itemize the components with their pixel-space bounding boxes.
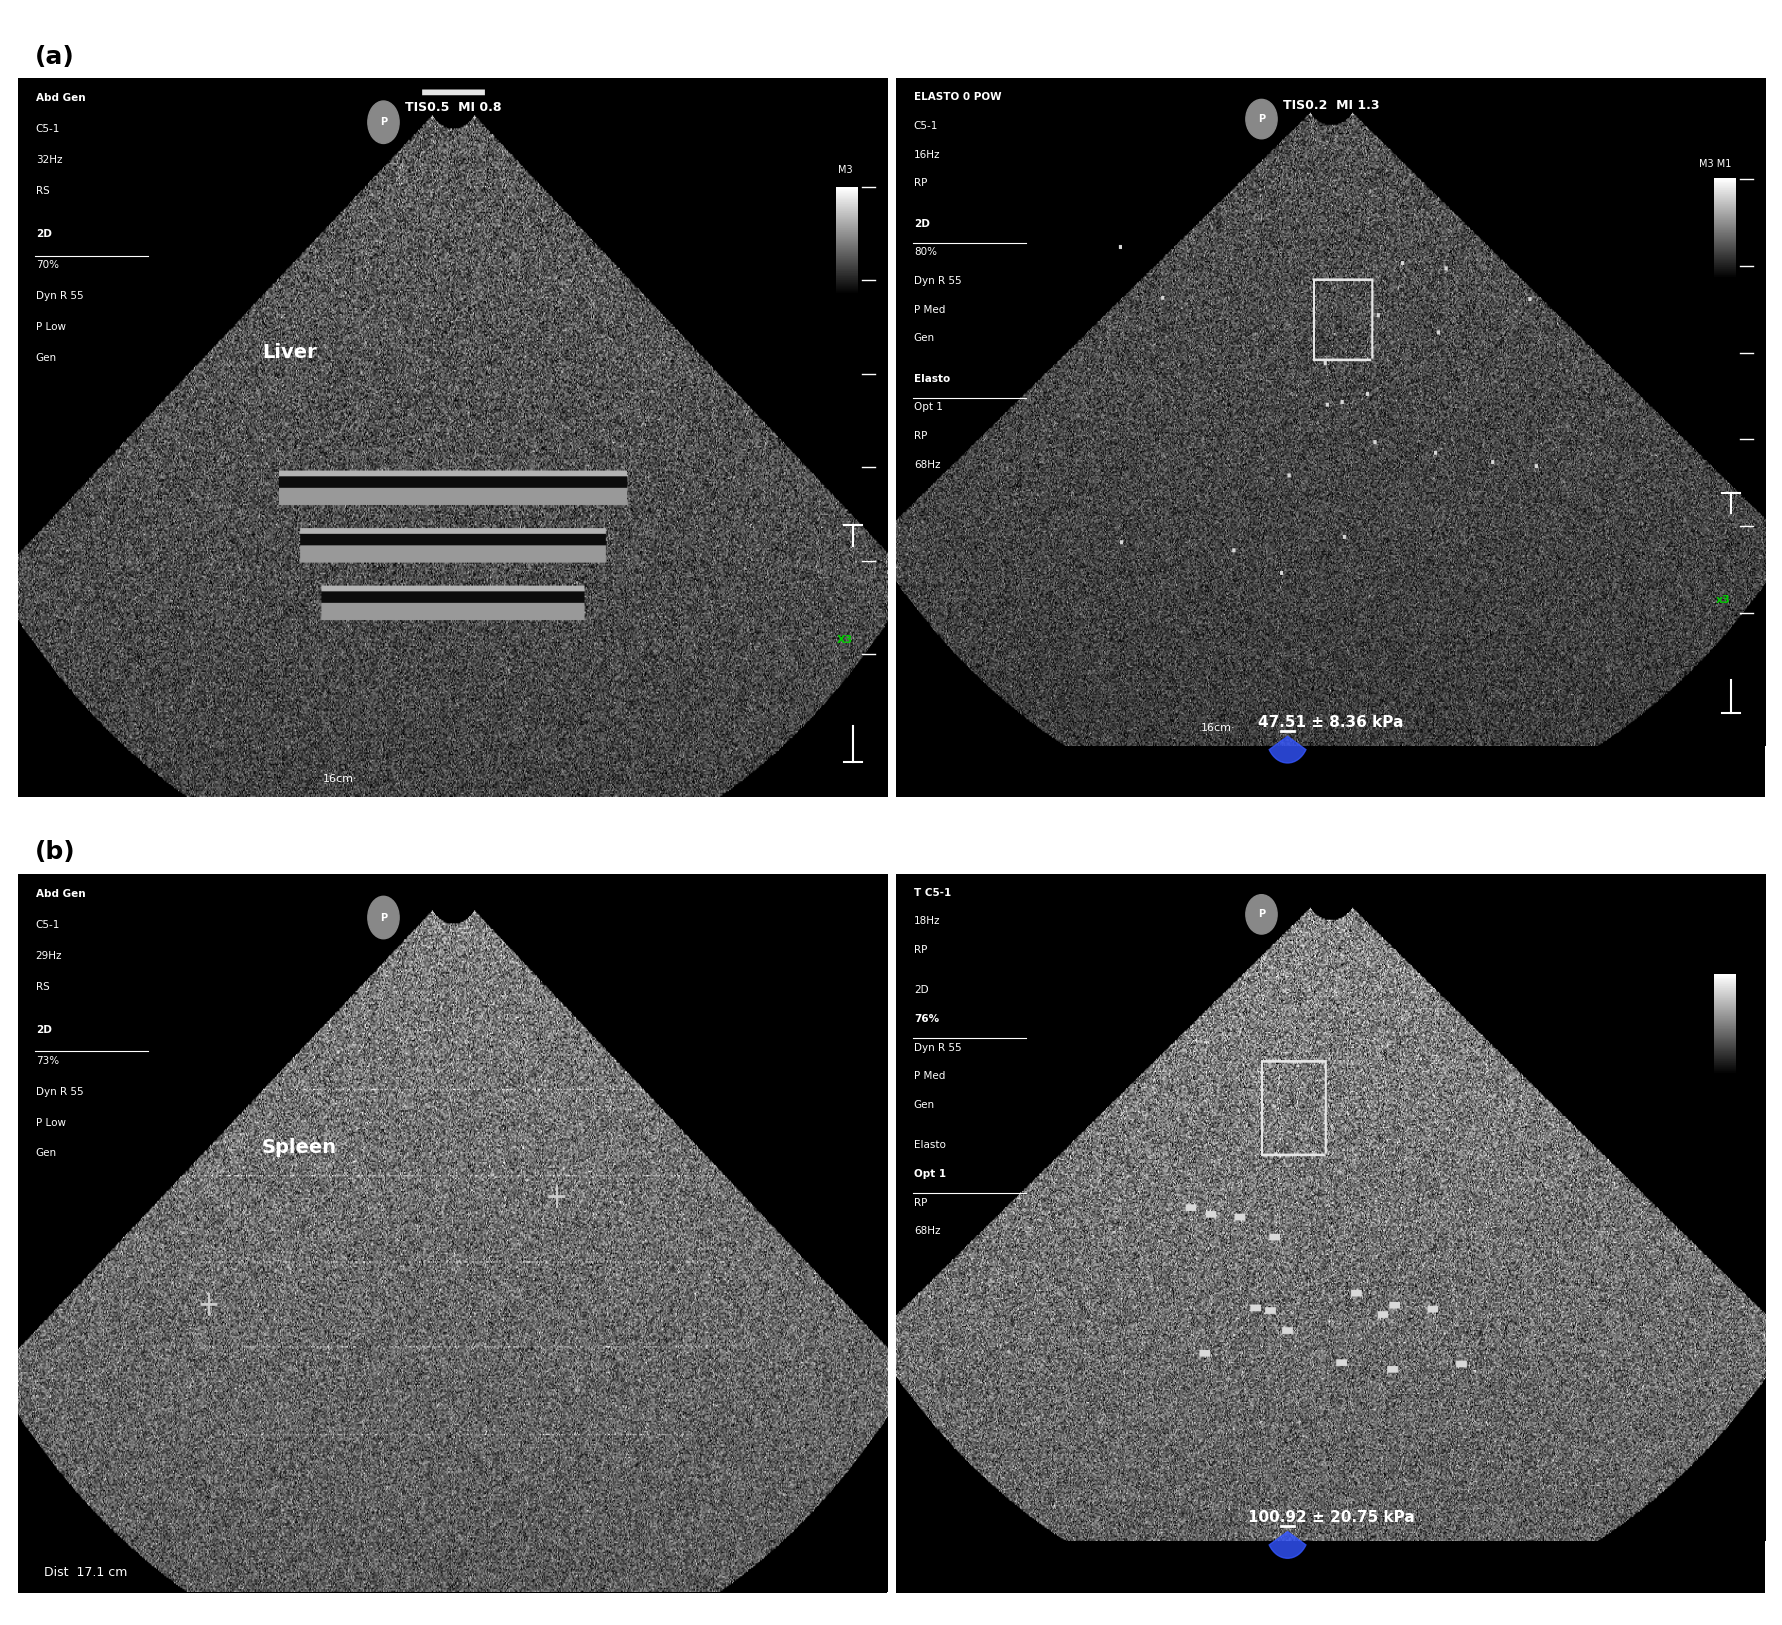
Text: 2D: 2D [36, 1025, 52, 1035]
Text: (a): (a) [36, 46, 75, 70]
Text: 68Hz: 68Hz [912, 460, 939, 470]
Text: Liver: Liver [262, 343, 317, 362]
Text: Abd Gen: Abd Gen [36, 94, 86, 104]
Text: 2D: 2D [912, 985, 928, 994]
Text: P Low: P Low [36, 322, 66, 331]
Text: 29Hz: 29Hz [36, 951, 62, 960]
Text: C5-1: C5-1 [36, 920, 61, 929]
Text: P Med: P Med [912, 1071, 944, 1081]
Text: Dyn R 55: Dyn R 55 [36, 291, 84, 301]
Text: (b): (b) [36, 840, 77, 864]
Text: P: P [380, 913, 387, 923]
Text: M3: M3 [838, 166, 852, 176]
Text: P: P [1258, 114, 1265, 124]
Text: 76%: 76% [912, 1014, 939, 1024]
Text: RP: RP [912, 946, 927, 955]
Circle shape [1246, 99, 1276, 138]
Text: 47.51 ± 8.36 kPa: 47.51 ± 8.36 kPa [1258, 715, 1402, 730]
Text: RP: RP [912, 431, 927, 440]
Text: 70%: 70% [36, 260, 59, 270]
Text: Dyn R 55: Dyn R 55 [912, 276, 960, 286]
Text: Opt 1: Opt 1 [912, 1168, 946, 1178]
Circle shape [367, 101, 399, 143]
Text: 80%: 80% [912, 247, 936, 257]
Text: 16Hz: 16Hz [912, 150, 939, 159]
Text: Elasto: Elasto [912, 1141, 944, 1150]
Text: P Med: P Med [912, 306, 944, 315]
Text: X3: X3 [836, 635, 852, 645]
Circle shape [367, 897, 399, 939]
Text: 73%: 73% [36, 1056, 59, 1066]
Circle shape [1246, 895, 1276, 934]
Text: 18Hz: 18Hz [912, 916, 939, 926]
Text: TIS0.5  MI 0.8: TIS0.5 MI 0.8 [405, 101, 501, 114]
Text: RP: RP [912, 1198, 927, 1207]
Text: P: P [380, 117, 387, 127]
Text: C5-1: C5-1 [912, 122, 937, 132]
Text: Dyn R 55: Dyn R 55 [36, 1087, 84, 1097]
Wedge shape [1269, 1532, 1304, 1558]
Text: Elasto: Elasto [912, 374, 950, 383]
Text: x3: x3 [1716, 595, 1730, 604]
Text: C5-1: C5-1 [36, 125, 61, 135]
Text: 16cm·: 16cm· [323, 774, 356, 783]
Text: Opt 1: Opt 1 [912, 403, 943, 413]
Text: 68Hz: 68Hz [912, 1227, 939, 1237]
Text: Dyn R 55: Dyn R 55 [912, 1043, 960, 1053]
Text: 32Hz: 32Hz [36, 156, 62, 166]
Text: RS: RS [36, 982, 50, 991]
Text: M3 M1: M3 M1 [1698, 159, 1730, 169]
Text: RS: RS [36, 187, 50, 197]
Text: RP: RP [912, 179, 927, 188]
Text: 2D: 2D [36, 229, 52, 239]
Text: Abd Gen: Abd Gen [36, 889, 86, 899]
Text: 2D: 2D [912, 219, 928, 229]
Text: Gen: Gen [36, 1149, 57, 1159]
Wedge shape [1269, 736, 1304, 764]
Text: P: P [1258, 910, 1265, 920]
Text: TIS0.2  MI 1.3: TIS0.2 MI 1.3 [1281, 99, 1379, 112]
Text: ELASTO 0 POW: ELASTO 0 POW [912, 93, 1001, 102]
Text: P Low: P Low [36, 1118, 66, 1128]
Text: Gen: Gen [36, 353, 57, 362]
Text: Gen: Gen [912, 1100, 934, 1110]
Text: Dist  17.1 cm: Dist 17.1 cm [45, 1566, 128, 1580]
Text: 100.92 ± 20.75 kPa: 100.92 ± 20.75 kPa [1247, 1510, 1413, 1524]
Text: 16cm·: 16cm· [1199, 723, 1235, 733]
Text: Gen: Gen [912, 333, 934, 343]
Text: T C5-1: T C5-1 [912, 887, 950, 897]
Text: Spleen: Spleen [262, 1138, 337, 1157]
